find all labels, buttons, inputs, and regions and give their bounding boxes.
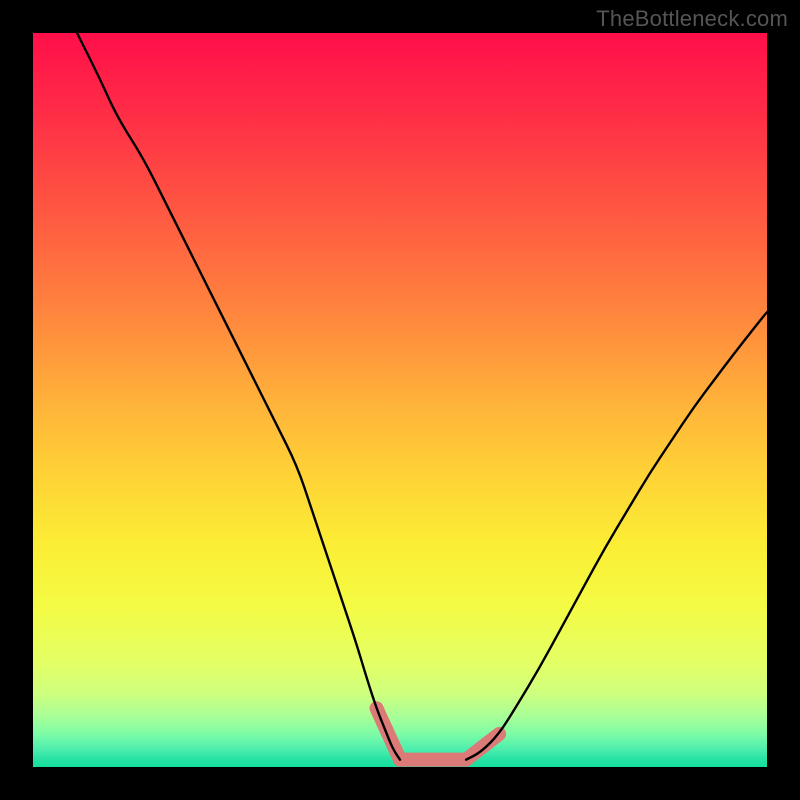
- plot-area: [33, 33, 767, 767]
- left-curve: [77, 33, 400, 760]
- curves-svg: [33, 33, 767, 767]
- right-curve: [466, 312, 767, 760]
- watermark-text: TheBottleneck.com: [596, 6, 788, 32]
